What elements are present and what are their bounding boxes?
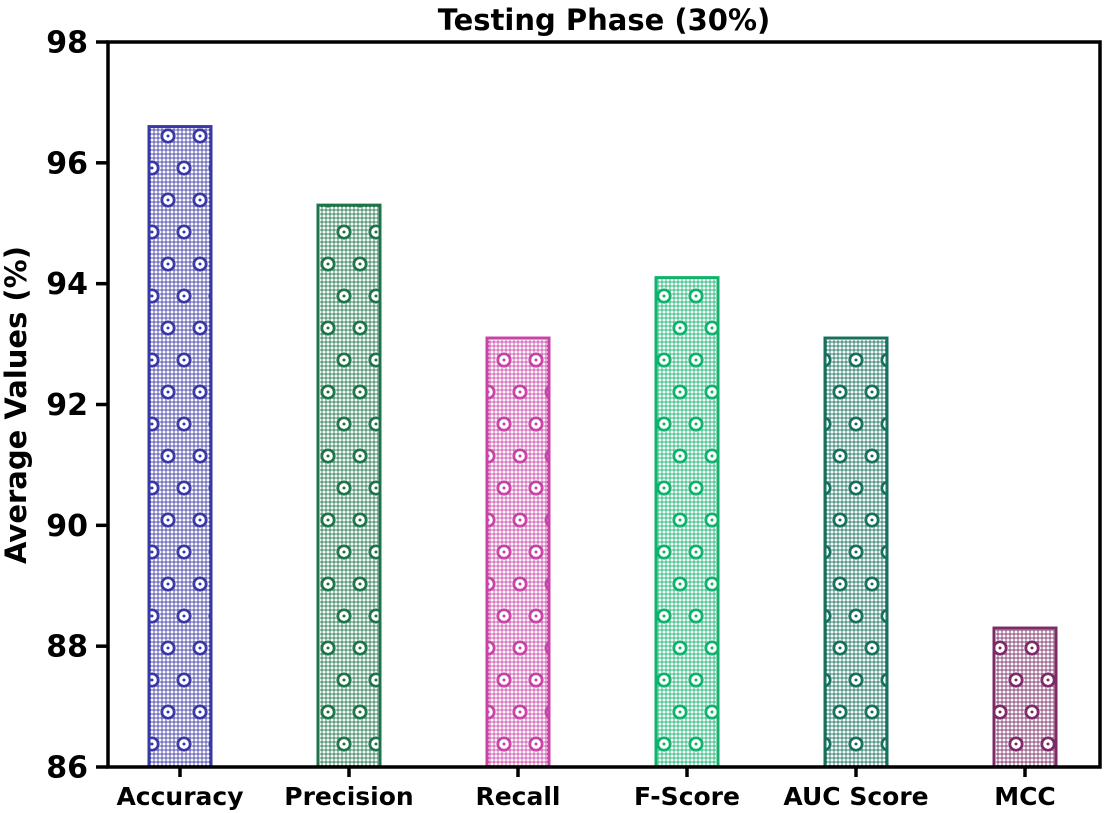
plot-border — [106, 40, 1102, 769]
y-tick-label: 86 — [46, 751, 88, 786]
y-tick-label: 88 — [46, 630, 88, 665]
y-tick-label: 94 — [46, 267, 88, 302]
x-tick-label-precision: Precision — [284, 782, 413, 811]
bar-accuracy — [147, 125, 213, 769]
y-tick-label: 90 — [46, 509, 88, 544]
x-tick-label-recall: Recall — [475, 782, 560, 811]
bar-auc-score — [823, 336, 889, 769]
bar-f-score — [654, 276, 720, 769]
y-tick-label: 98 — [46, 26, 88, 61]
x-tick-label-mcc: MCC — [994, 782, 1056, 811]
bar-precision — [316, 203, 382, 769]
y-axis-label: Average Values (%) — [0, 246, 33, 564]
x-tick-label-accuracy: Accuracy — [116, 782, 243, 811]
y-tick-label: 96 — [46, 146, 88, 181]
bar-mcc — [992, 626, 1058, 769]
x-tick-label-auc-score: AUC Score — [783, 782, 928, 811]
bar-recall — [485, 336, 551, 769]
axes-layer: 86 88 90 92 94 96 98 Accuracy Precision Recall F-S… — [46, 26, 1102, 811]
chart-title: Testing Phase (30%) — [438, 3, 771, 37]
x-tick-label-f-score: F-Score — [634, 782, 740, 811]
y-tick-label: 92 — [46, 388, 88, 423]
bars-layer — [147, 125, 1058, 769]
